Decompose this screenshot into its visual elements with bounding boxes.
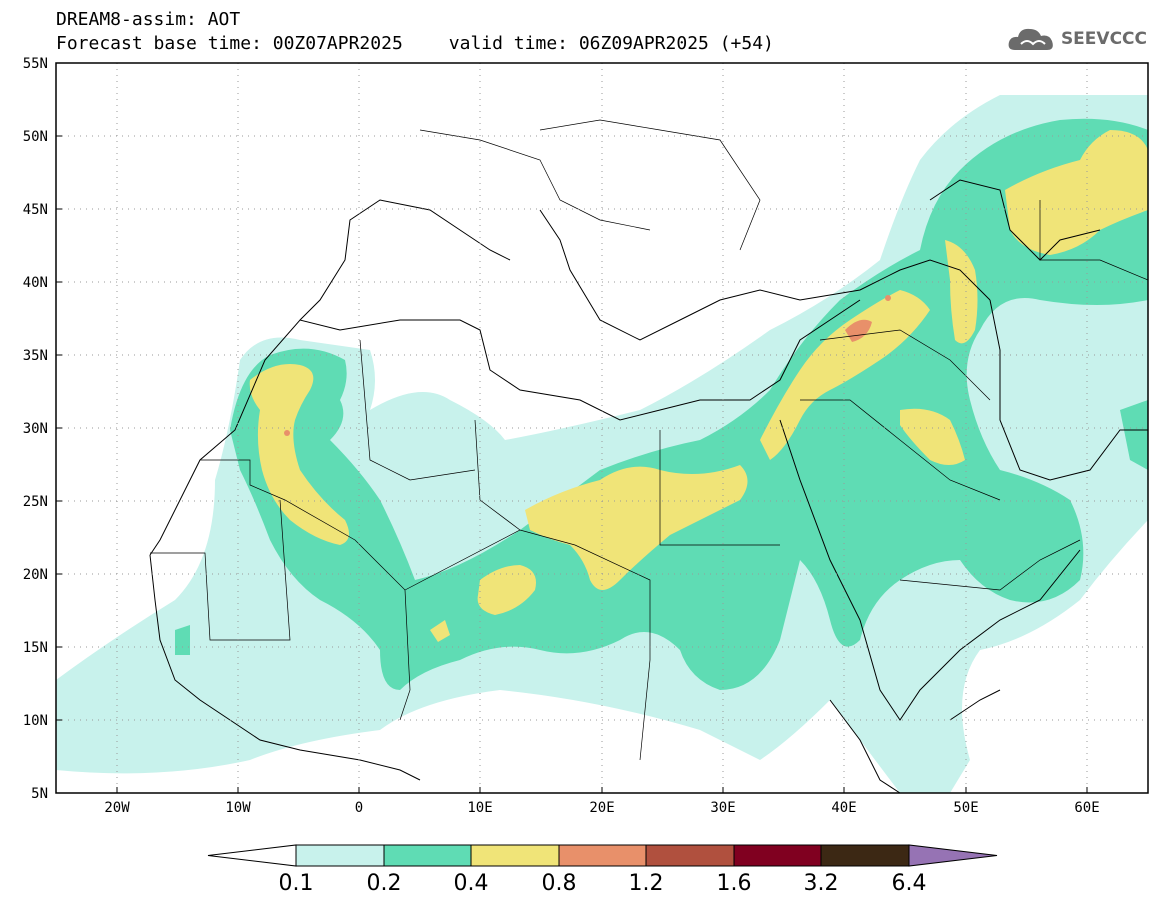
- base-time: Forecast base time: 00Z07APR2025: [56, 33, 403, 54]
- lat-label: 25N: [23, 494, 48, 510]
- colorbar-label: 0.4: [454, 871, 489, 896]
- graticule: [56, 63, 1148, 793]
- lat-label: 50N: [23, 129, 48, 145]
- colorbar: [207, 844, 998, 867]
- colorbar-segment: [733, 844, 822, 867]
- colorbar-label: 0.1: [279, 871, 314, 896]
- valid-time: valid time: 06Z09APR2025 (+54): [448, 33, 774, 54]
- lat-labels: 55N 50N 45N 40N 35N 30N 25N 20N 15N 10N …: [23, 56, 48, 802]
- colorbar-label: 1.2: [629, 871, 664, 896]
- colorbar-label: 0.8: [542, 871, 577, 896]
- product-title: DREAM8-assim: AOT: [56, 9, 241, 30]
- aot-contour-0-2: [175, 118, 1148, 690]
- lon-labels: 20W 10W 0 10E 20E 30E 40E 50E 60E: [104, 800, 1099, 816]
- lat-label: 40N: [23, 275, 48, 291]
- lon-label: 40E: [831, 800, 856, 816]
- lon-label: 20E: [589, 800, 614, 816]
- lat-label: 5N: [31, 786, 48, 802]
- lat-label: 15N: [23, 640, 48, 656]
- colorbar-segment: [295, 844, 385, 867]
- lon-label: 30E: [710, 800, 735, 816]
- colorbar-label: 0.2: [367, 871, 402, 896]
- colorbar-label: 6.4: [892, 871, 927, 896]
- colorbar-segment: [820, 844, 910, 867]
- colorbar-segment: [645, 844, 735, 867]
- lon-label: 50E: [953, 800, 978, 816]
- forecast-times: Forecast base time: 00Z07APR2025 valid ti…: [56, 34, 774, 54]
- colorbar-labels: 0.1 0.2 0.4 0.8 1.2 1.6 3.2 6.4: [279, 871, 927, 896]
- lat-label: 30N: [23, 421, 48, 437]
- aot-field: [56, 95, 1148, 793]
- lat-label: 20N: [23, 567, 48, 583]
- colorbar-over-arrow: [908, 844, 998, 867]
- lat-label: 35N: [23, 348, 48, 364]
- lat-label: 10N: [23, 713, 48, 729]
- colorbar-segment: [383, 844, 472, 867]
- axis-ticks: [56, 62, 1088, 794]
- cloud-icon: [1008, 28, 1053, 50]
- colorbar-segment: [470, 844, 560, 867]
- lat-label: 45N: [23, 202, 48, 218]
- aot-contour-0-1: [56, 95, 1148, 793]
- lon-label: 20W: [104, 800, 130, 816]
- colorbar-under-arrow: [207, 844, 297, 867]
- colorbar-segment: [558, 844, 647, 867]
- colorbar-label: 3.2: [804, 871, 839, 896]
- aot-contour-0-8: [284, 295, 891, 436]
- lon-label: 10E: [467, 800, 492, 816]
- colorbar-label: 1.6: [717, 871, 752, 896]
- aot-contour-0-4: [249, 130, 1148, 642]
- borders: [150, 119, 1148, 761]
- seevccc-logo: SEEVCCC: [1007, 24, 1147, 54]
- lon-label: 0: [355, 800, 363, 816]
- logo-text: SEEVCCC: [1060, 29, 1147, 49]
- lat-label: 55N: [23, 56, 48, 72]
- lon-label: 10W: [225, 800, 251, 816]
- lon-label: 60E: [1074, 800, 1099, 816]
